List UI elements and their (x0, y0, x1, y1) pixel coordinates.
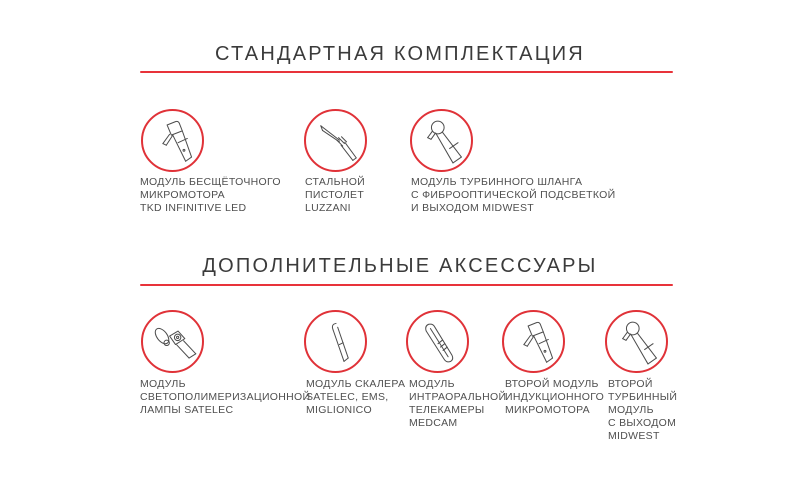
item-label-scaler: МОДУЛЬ СКАЛЕРА SATELEC, EMS, MIGLIONICO (306, 378, 406, 416)
intraoral-camera-icon (406, 310, 469, 373)
curing-lamp-icon (141, 310, 204, 373)
item-label-second-turbine-module: ВТОРОЙ ТУРБИННЫЙ МОДУЛЬ С ВЫХОДОМ MIDWES… (608, 378, 678, 442)
item-label-turbine-hose: МОДУЛЬ ТУРБИННОГО ШЛАНГА С ФИБРООПТИЧЕСК… (411, 176, 616, 214)
scaler-icon (304, 310, 367, 373)
red-divider (140, 284, 673, 286)
item-label-intraoral-camera: МОДУЛЬ ИНТРАОРАЛЬНОЙ ТЕЛЕКАМЕРЫ MEDCAM (409, 378, 507, 429)
turbine-handpiece-icon (605, 310, 668, 373)
contra-angle-handpiece-icon (141, 109, 204, 172)
standard-section-title: СТАНДАРТНАЯ КОМПЛЕКТАЦИЯ (215, 43, 585, 65)
item-label-steel-pistol: СТАЛЬНОЙ ПИСТОЛЕТ LUZZANI (305, 176, 366, 214)
accessories-section-title: ДОПОЛНИТЕЛЬНЫЕ АКСЕССУАРЫ (202, 255, 598, 277)
item-label-curing-lamp: МОДУЛЬ СВЕТОПОЛИМЕРИЗАЦИОННОЙ ЛАМПЫ SATE… (140, 378, 311, 416)
item-label-second-induction-micromotor: ВТОРОЙ МОДУЛЬ ИНДУКЦИОННОГО МИКРОМОТОРА (505, 378, 605, 416)
steel-pistol-icon (304, 109, 367, 172)
red-divider (140, 71, 673, 73)
turbine-handpiece-icon (410, 109, 473, 172)
item-label-brushless-micromotor: МОДУЛЬ БЕСЩЁТОЧНОГО МИКРОМОТОРА TKD INFI… (140, 176, 281, 214)
contra-angle-handpiece-icon (502, 310, 565, 373)
